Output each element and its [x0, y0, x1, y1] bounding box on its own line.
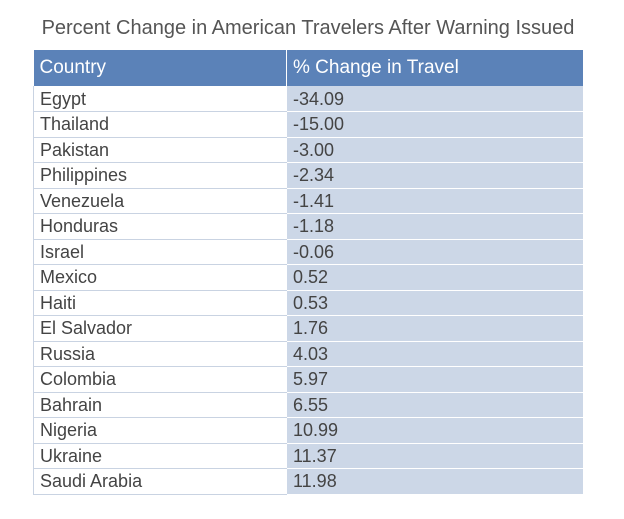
change-value-cell: 6.55	[286, 392, 583, 418]
change-value-cell: -2.34	[286, 162, 583, 189]
header-row: Country % Change in Travel	[33, 50, 583, 86]
change-value-cell: 0.53	[286, 290, 583, 316]
table-row: Bahrain 6.55	[33, 392, 583, 418]
country-cell: Mexico	[33, 264, 287, 291]
country-cell: Pakistan	[33, 137, 287, 163]
table-row: Pakistan -3.00	[33, 137, 583, 163]
country-cell: Haiti	[33, 290, 287, 316]
change-value-cell: -0.06	[286, 239, 583, 265]
country-cell: Egypt	[33, 86, 287, 112]
country-cell: Bahrain	[33, 392, 287, 418]
change-value-cell: -1.18	[286, 213, 583, 240]
table-row: Egypt -34.09	[33, 86, 583, 112]
change-value-cell: -34.09	[286, 86, 583, 112]
change-value-cell: -1.41	[286, 188, 583, 214]
change-value-cell: 11.98	[286, 468, 583, 495]
country-cell: Israel	[33, 239, 287, 265]
country-cell: Thailand	[33, 111, 287, 138]
table-row: Russia 4.03	[33, 341, 583, 367]
table-row: Mexico 0.52	[33, 264, 583, 291]
table-row: Honduras -1.18	[33, 213, 583, 240]
table-row: Venezuela -1.41	[33, 188, 583, 214]
change-value-cell: 4.03	[286, 341, 583, 367]
table-row: Haiti 0.53	[33, 290, 583, 316]
column-header-country: Country	[33, 50, 287, 86]
country-cell: Honduras	[33, 213, 287, 240]
change-value-cell: 10.99	[286, 417, 583, 444]
table-row: Saudi Arabia 11.98	[33, 468, 583, 495]
table-row: El Salvador 1.76	[33, 315, 583, 342]
country-cell: Ukraine	[33, 443, 287, 469]
data-table: Country % Change in Travel Egypt -34.09 Th…	[33, 50, 583, 495]
table-row: Israel -0.06	[33, 239, 583, 265]
table-row: Colombia 5.97	[33, 366, 583, 393]
change-value-cell: 11.37	[286, 443, 583, 469]
country-cell: Colombia	[33, 366, 287, 393]
table-row: Thailand -15.00	[33, 111, 583, 138]
table-row: Ukraine 11.37	[33, 443, 583, 469]
table-title: Percent Change in American Travelers Aft…	[41, 17, 575, 39]
country-cell: Russia	[33, 341, 287, 367]
country-cell: Venezuela	[33, 188, 287, 214]
change-value-cell: -15.00	[286, 111, 583, 138]
column-header-change: % Change in Travel	[286, 50, 583, 86]
country-cell: Philippines	[33, 162, 287, 189]
country-cell: El Salvador	[33, 315, 287, 342]
change-value-cell: 1.76	[286, 315, 583, 342]
country-cell: Saudi Arabia	[33, 468, 287, 495]
change-value-cell: 5.97	[286, 366, 583, 393]
table-row: Nigeria 10.99	[33, 417, 583, 444]
table-row: Philippines -2.34	[33, 162, 583, 189]
change-value-cell: -3.00	[286, 137, 583, 163]
table-body: Egypt -34.09 Thailand -15.00 Pakistan -3.00 Ph…	[33, 86, 583, 495]
country-cell: Nigeria	[33, 417, 287, 444]
change-value-cell: 0.52	[286, 264, 583, 291]
